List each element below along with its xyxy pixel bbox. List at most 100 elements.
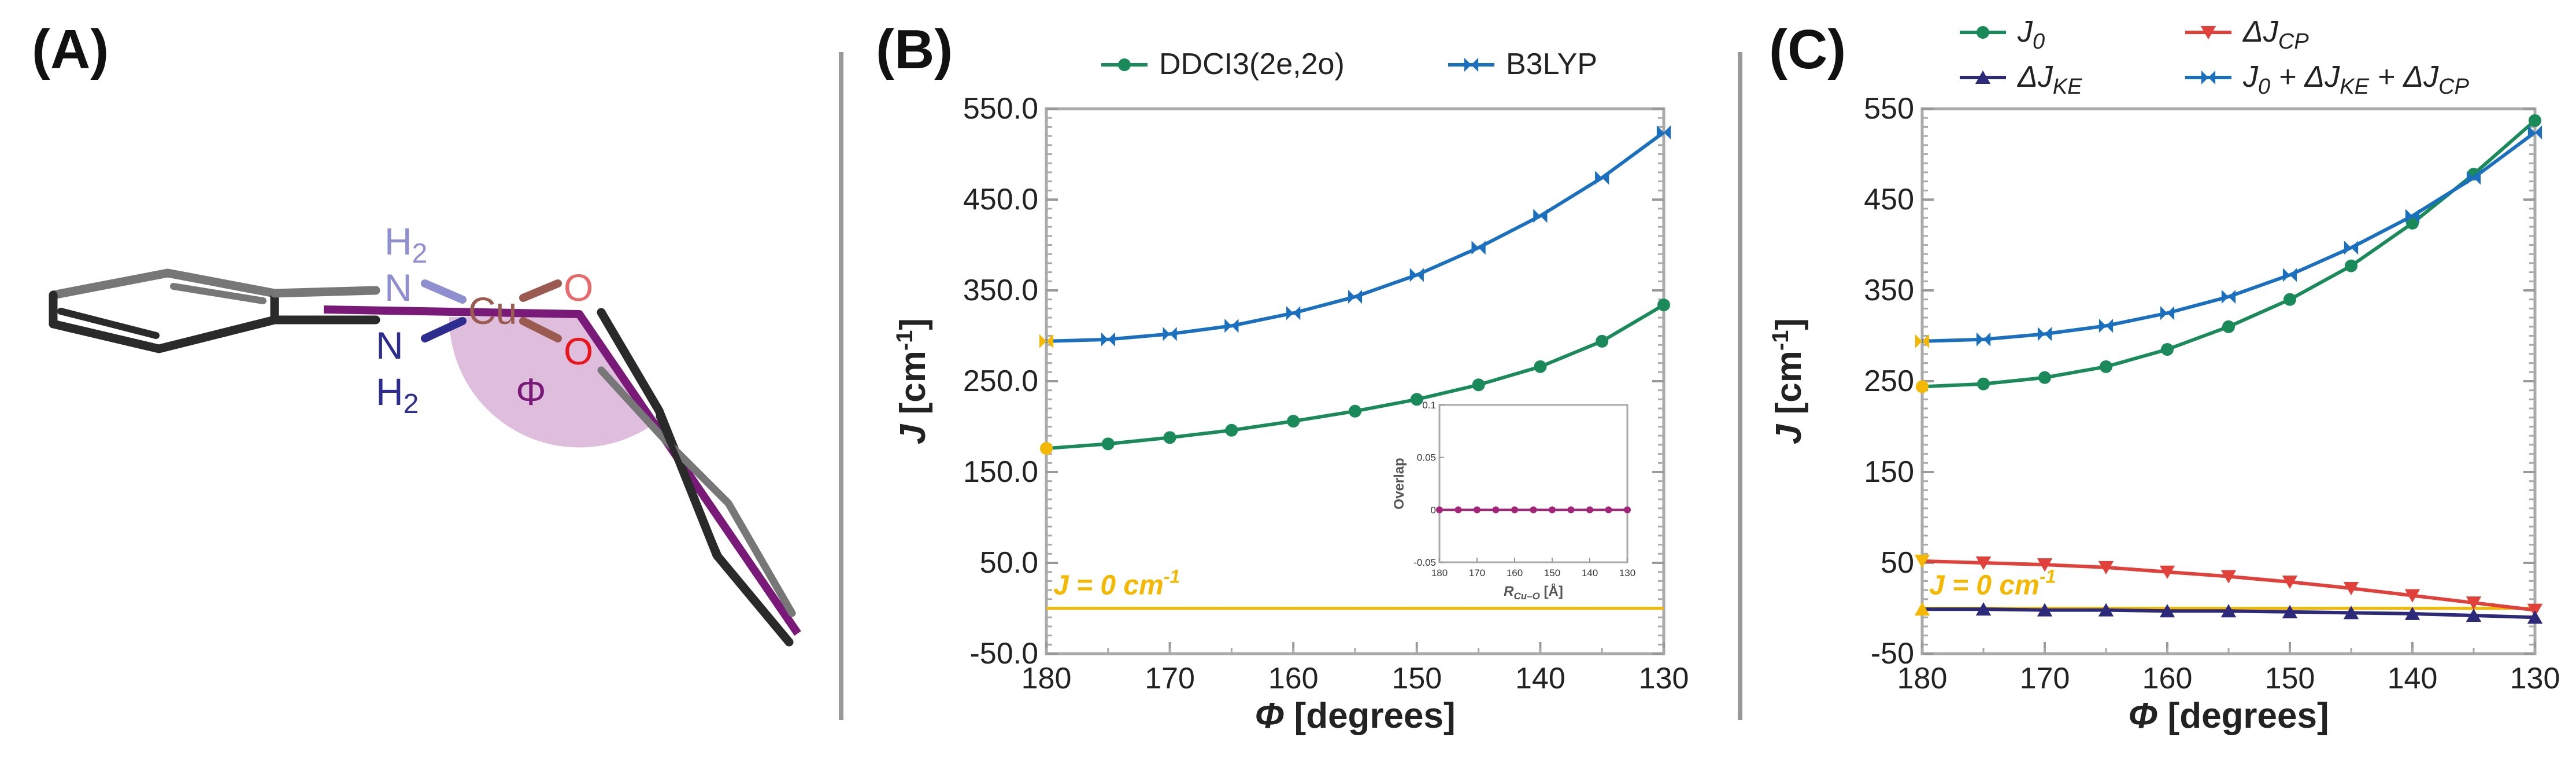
data-point bbox=[1163, 431, 1176, 444]
data-point bbox=[1595, 171, 1609, 185]
x-tick-label: 160 bbox=[1268, 662, 1319, 695]
data-point bbox=[2343, 581, 2359, 596]
molecule-drawing: H2 N N H2 Cu O O Φ bbox=[49, 220, 801, 647]
data-point bbox=[2343, 606, 2359, 620]
data-point bbox=[1101, 332, 1115, 347]
y-tick-label: -50.0 bbox=[969, 637, 1038, 670]
data-point bbox=[1039, 334, 1054, 349]
panel-label-a: (A) bbox=[32, 19, 109, 80]
inset-data-point bbox=[1436, 506, 1443, 514]
data-point bbox=[2160, 306, 2175, 320]
legend-label-2: ΔJKE bbox=[2016, 60, 2082, 99]
y-tick-label: 550.0 bbox=[963, 92, 1038, 126]
data-point bbox=[2161, 343, 2174, 356]
bond-cu-o-top bbox=[519, 279, 562, 302]
inset-x-tick-label: 150 bbox=[1544, 567, 1560, 578]
data-point bbox=[2222, 320, 2235, 333]
x-tick-label: 140 bbox=[2388, 662, 2438, 695]
inset-y-tick-label: -0.05 bbox=[1413, 557, 1436, 568]
data-point bbox=[2100, 360, 2112, 373]
x-tick-label: 170 bbox=[1145, 662, 1195, 695]
data-point bbox=[1349, 404, 1361, 418]
h2-top-label: H2 bbox=[384, 220, 427, 269]
x-tick-label: 140 bbox=[1515, 662, 1565, 695]
data-point bbox=[1286, 306, 1301, 320]
panel-label-b: (B) bbox=[876, 19, 953, 80]
x-tick-label: 170 bbox=[2020, 662, 2070, 695]
data-point bbox=[2098, 561, 2114, 574]
data-point bbox=[1656, 125, 1671, 139]
chart-b: -50.0 50.0 150.0 250.0 350.0 450.0 550.0 180 170… bbox=[892, 47, 1689, 736]
zero-line-label: J = 0 cm-1 bbox=[1929, 566, 2056, 601]
data-point bbox=[1975, 556, 1992, 570]
data-point bbox=[1596, 334, 1609, 348]
data-point bbox=[1916, 380, 1929, 393]
x-tick-label: 180 bbox=[1021, 662, 1072, 695]
o-top-label: O bbox=[564, 266, 593, 309]
inset-x-tick-label: 180 bbox=[1431, 567, 1448, 578]
cu-label: Cu bbox=[468, 289, 517, 332]
data-point bbox=[1534, 360, 1547, 373]
legend-label-3: J0 + ΔJKE + ΔJCP bbox=[2242, 60, 2470, 99]
data-point bbox=[2466, 171, 2481, 185]
inset-data-point bbox=[1567, 506, 1575, 514]
bond-cu-o-bottom bbox=[519, 317, 562, 342]
data-point bbox=[2404, 606, 2420, 620]
y-tick-label: 150 bbox=[1864, 455, 1914, 489]
plane-line bbox=[323, 305, 801, 636]
data-point bbox=[2344, 241, 2359, 255]
x-tick-label: 130 bbox=[2510, 662, 2560, 695]
data-point bbox=[2037, 603, 2053, 617]
data-point bbox=[1533, 209, 1548, 223]
data-point bbox=[1471, 241, 1486, 255]
x-axis-label: Φ [degrees] bbox=[2128, 696, 2329, 736]
inset-y-tick-label: 0 bbox=[1431, 504, 1436, 515]
y-tick-label: 250 bbox=[1864, 364, 1914, 398]
inset-y-tick-label: 0.1 bbox=[1422, 400, 1436, 411]
data-point bbox=[2282, 575, 2298, 589]
data-point bbox=[2038, 371, 2051, 384]
y-tick-label: 350 bbox=[1864, 274, 1914, 307]
data-point bbox=[2282, 604, 2298, 618]
h2-bottom-label: H2 bbox=[376, 370, 419, 419]
o-bottom-label: O bbox=[564, 330, 593, 373]
data-point bbox=[2098, 319, 2114, 333]
y-tick-label: 150.0 bbox=[963, 455, 1038, 489]
data-point bbox=[1163, 327, 1177, 341]
legend-marker-0 bbox=[1118, 58, 1131, 71]
inset-data-point bbox=[1474, 506, 1481, 514]
bond-n-top bbox=[270, 286, 380, 298]
x-tick-label: 160 bbox=[2142, 662, 2193, 695]
phi-angle-wedge bbox=[449, 317, 656, 448]
y-tick-label: 350.0 bbox=[963, 274, 1038, 307]
data-point bbox=[1977, 377, 1990, 390]
inset-data-point bbox=[1530, 506, 1537, 514]
inset-data-point bbox=[1605, 506, 1612, 514]
data-point bbox=[1101, 437, 1115, 451]
inset-x-tick-label: 160 bbox=[1507, 567, 1523, 578]
data-point bbox=[1287, 415, 1300, 428]
data-point bbox=[2159, 604, 2175, 618]
bond-cu-n-bottom bbox=[421, 317, 467, 342]
n-bottom-label: N bbox=[376, 324, 404, 367]
inset-y-axis-label: Overlap bbox=[1391, 458, 1407, 509]
y-axis-label: J [cm-1] bbox=[892, 318, 933, 444]
inset-data-point bbox=[1549, 506, 1556, 514]
legend-marker-1 bbox=[1464, 57, 1479, 72]
data-point bbox=[1225, 423, 1238, 437]
y-tick-label: 450 bbox=[1864, 183, 1914, 216]
inset-data-point bbox=[1454, 506, 1462, 514]
panel-label-c: (C) bbox=[1769, 19, 1846, 80]
data-point bbox=[1975, 602, 1992, 616]
x-tick-label: 150 bbox=[1391, 662, 1442, 695]
data-point bbox=[1657, 298, 1670, 312]
data-point bbox=[2405, 209, 2420, 223]
zero-line-label: J = 0 cm-1 bbox=[1053, 566, 1180, 601]
legend-marker-2 bbox=[1975, 70, 1991, 84]
inset-data-point bbox=[1492, 506, 1500, 514]
inset-frame bbox=[1438, 404, 1628, 563]
y-axis-label: J [cm-1] bbox=[1768, 318, 1809, 444]
data-point bbox=[2159, 565, 2175, 579]
data-point bbox=[2037, 327, 2052, 341]
